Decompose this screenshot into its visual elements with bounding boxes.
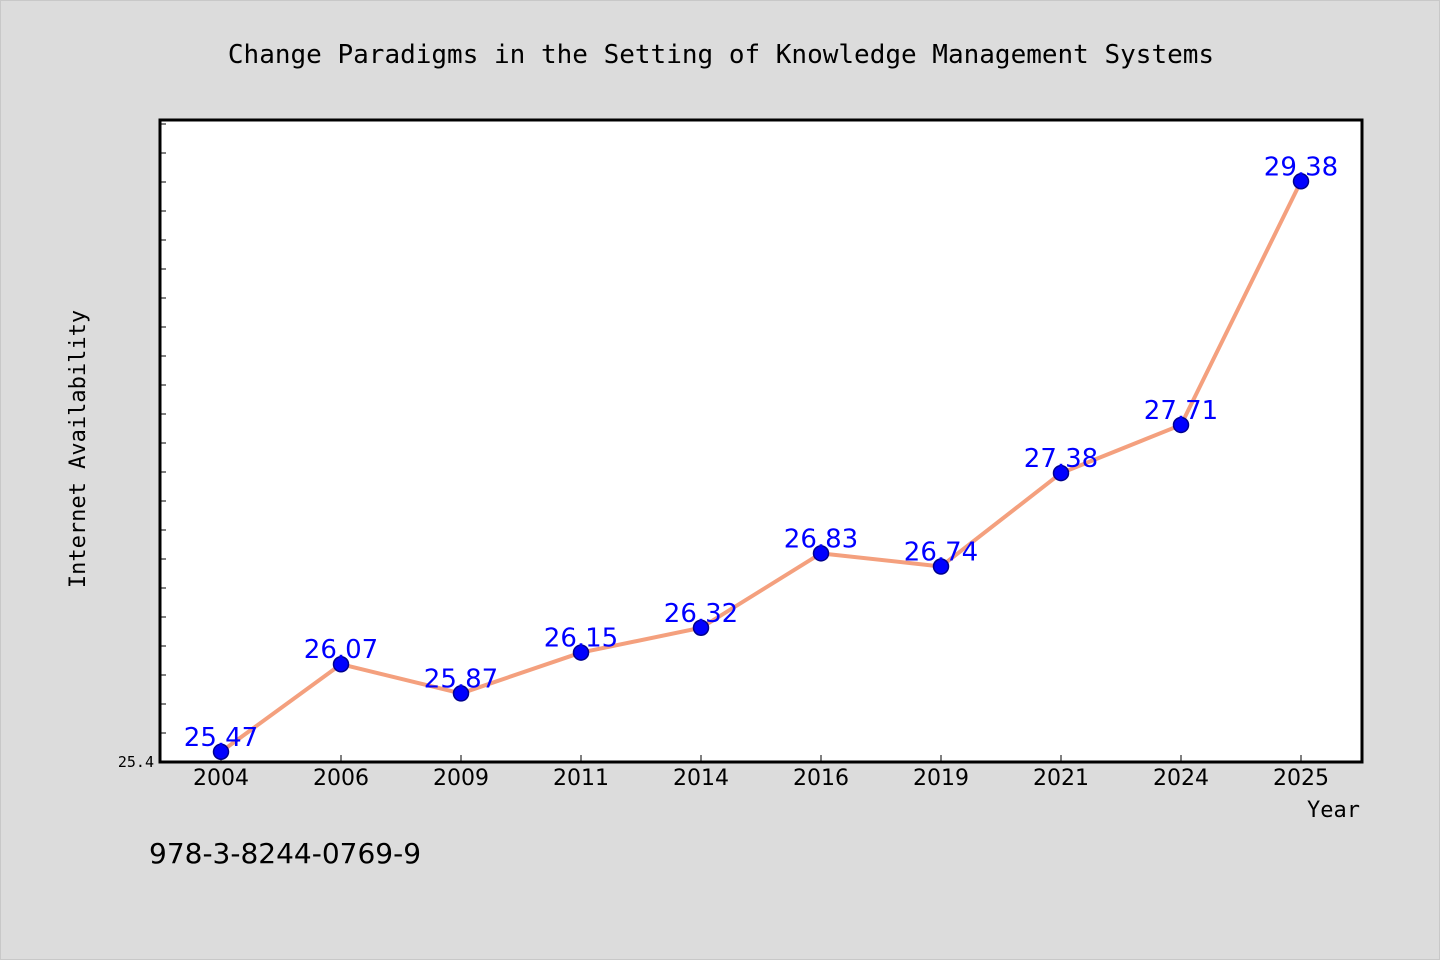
isbn-footer: 978-3-8244-0769-9 — [149, 837, 421, 870]
x-tick-label: 2006 — [313, 766, 369, 791]
x-tick-label: 2024 — [1153, 766, 1209, 791]
data-label: 29.38 — [1264, 152, 1338, 182]
x-tick-label: 2021 — [1033, 766, 1089, 791]
data-label: 27.38 — [1024, 444, 1098, 474]
chart-title: Change Paradigms in the Setting of Knowl… — [228, 40, 1214, 70]
data-label: 26.07 — [304, 635, 378, 665]
series-line — [219, 179, 1303, 754]
x-tick-label: 2011 — [553, 766, 609, 791]
x-tick-label: 2016 — [793, 766, 849, 791]
data-point — [1292, 173, 1310, 190]
data-point — [212, 743, 230, 761]
data-point — [1172, 416, 1190, 434]
plot-area — [158, 118, 1364, 764]
data-point — [572, 644, 590, 661]
data-point — [692, 619, 710, 637]
data-label: 26.15 — [544, 624, 618, 654]
data-point — [332, 655, 350, 673]
x-tick-label: 2009 — [433, 766, 489, 791]
data-label: 26.83 — [784, 524, 858, 554]
x-tick-label: 2025 — [1273, 766, 1329, 791]
data-point — [812, 545, 830, 562]
data-label: 26.74 — [904, 537, 978, 567]
x-tick-label: 2019 — [913, 766, 969, 791]
y-tick-label: 25.4 — [118, 753, 154, 771]
data-point — [932, 558, 950, 575]
data-label: 25.87 — [424, 664, 498, 694]
data-point — [452, 685, 470, 702]
x-tick-label: 2004 — [193, 766, 249, 791]
data-label: 27.71 — [1144, 396, 1218, 426]
data-label: 26.32 — [664, 599, 738, 629]
data-label: 25.47 — [184, 723, 258, 753]
x-axis-label: Year — [1307, 798, 1360, 823]
y-axis-label: Internet Availability — [66, 310, 91, 588]
x-tick-label: 2014 — [673, 766, 729, 791]
data-point — [1052, 464, 1070, 482]
